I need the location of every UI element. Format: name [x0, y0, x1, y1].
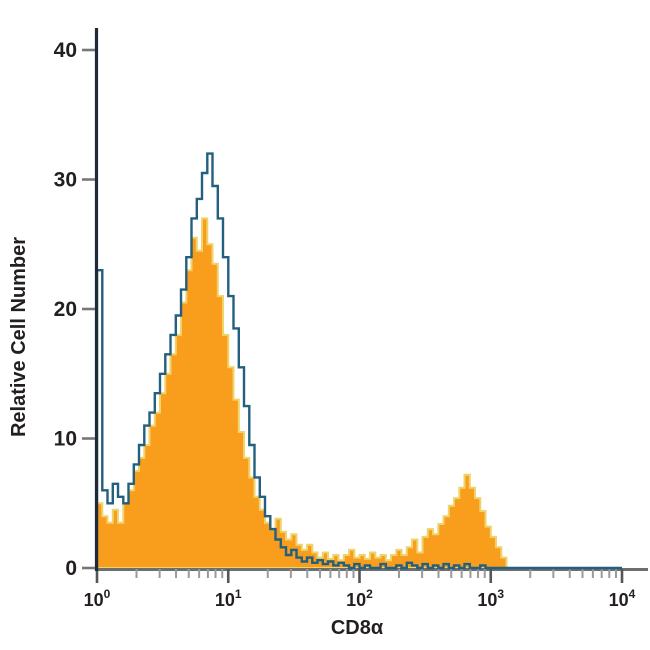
y-tick-label: 20	[54, 298, 77, 321]
x-tick-label: 103	[477, 587, 504, 610]
x-tick-label: 101	[215, 587, 242, 610]
x-tick-label: 104	[609, 587, 636, 610]
x-axis-title: CD8α	[331, 617, 384, 639]
filled-histogram-series	[96, 217, 512, 569]
outline-histogram-series	[95, 152, 622, 570]
y-tick-labels: 0 10 20 30 40	[54, 39, 77, 580]
x-tick-labels: 100 101 102 103 104	[84, 587, 636, 610]
y-axis	[82, 28, 99, 571]
y-tick-label: 40	[54, 39, 77, 62]
filled-histogram-path	[96, 217, 512, 569]
outline-histogram-path	[95, 152, 622, 570]
y-axis-title: Relative Cell Number	[8, 237, 30, 437]
x-axis	[95, 568, 648, 583]
y-tick-label: 30	[54, 169, 77, 192]
x-tick-label: 102	[346, 587, 373, 610]
y-tick-label: 10	[54, 428, 77, 451]
x-tick-label: 100	[84, 587, 111, 610]
y-tick-label: 0	[65, 557, 77, 580]
